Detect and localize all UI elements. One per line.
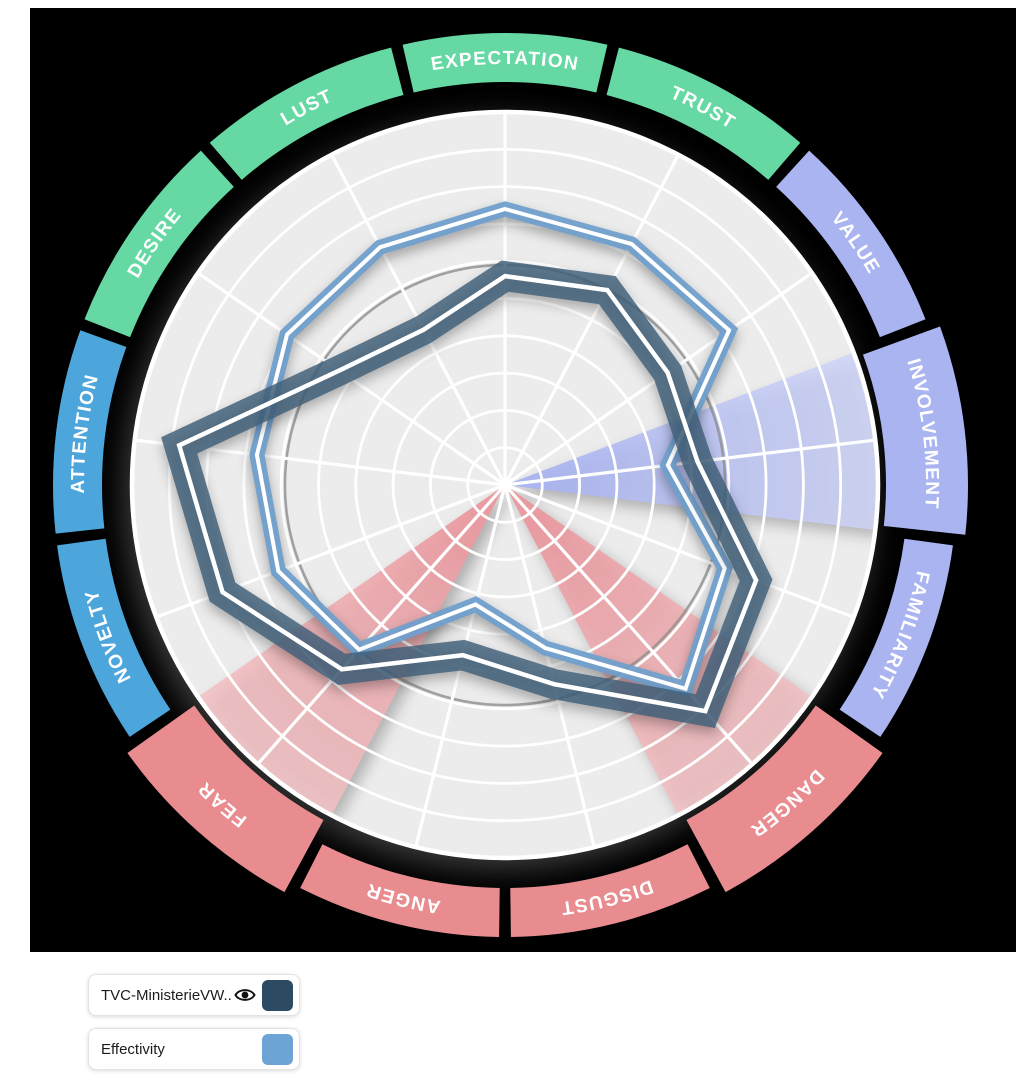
ring-segment-attention[interactable] <box>53 330 127 534</box>
series-color-swatch[interactable] <box>262 979 293 1011</box>
grid-spoke <box>256 483 507 766</box>
ring-segment-lust[interactable] <box>209 47 404 180</box>
legend-item-tvc[interactable]: TVC-MinisterieVW... <box>88 974 300 1016</box>
legend-label: Effectivity <box>101 1040 165 1058</box>
ring-segment-trust[interactable] <box>606 47 801 180</box>
legend: TVC-MinisterieVW... Effectivity <box>88 974 300 1076</box>
ring-segment-involvement[interactable] <box>862 326 969 535</box>
legend-item-effectivity[interactable]: Effectivity <box>88 1028 300 1070</box>
ring-segment-fear[interactable] <box>127 705 324 893</box>
ring-segment-disgust[interactable] <box>510 844 710 937</box>
series-effectivity[interactable] <box>249 201 739 699</box>
legend-label: TVC-MinisterieVW... <box>101 986 232 1004</box>
ring-segment-expectation[interactable] <box>402 32 608 93</box>
series-band-core <box>254 206 732 692</box>
ring-segment-familiarity[interactable] <box>839 538 953 737</box>
ring-segment-danger[interactable] <box>686 705 883 893</box>
grid-spoke <box>503 484 596 848</box>
ring-segment-anger[interactable] <box>300 844 500 937</box>
grid-spoke <box>504 483 855 619</box>
grid-spoke <box>503 153 680 486</box>
radar-chart: EXPECTATIONTRUSTVALUEINVOLVEMENTFAMILIAR… <box>30 8 1016 952</box>
series-tvc-ministerievw-[interactable] <box>161 260 773 729</box>
series-band-core <box>176 273 759 714</box>
visibility-eye-icon[interactable] <box>234 984 256 1006</box>
ring-segment-novelty[interactable] <box>57 538 171 737</box>
series-color-swatch[interactable] <box>262 1033 293 1065</box>
ring-segment-value[interactable] <box>776 150 926 338</box>
ring-segment-desire[interactable] <box>84 150 234 338</box>
